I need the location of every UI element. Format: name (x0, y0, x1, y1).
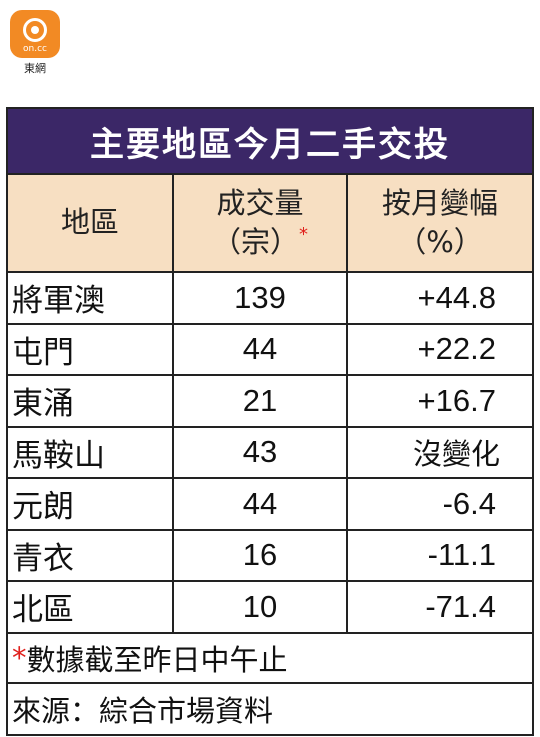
row-volume: 16 (174, 530, 348, 580)
logo-dot-icon (31, 26, 39, 34)
row-volume: 10 (174, 582, 348, 632)
header-volume-line1: 成交量 (216, 185, 304, 220)
footnote-text: 數據截至昨日中午止 (26, 642, 288, 677)
row-volume: 44 (174, 324, 348, 374)
logo-text: 東網 (24, 62, 46, 75)
logo-ring-icon (23, 18, 47, 42)
table-row: 屯門 44 +22.2 (8, 324, 532, 376)
transactions-table: 主要地區今月二手交投 地區 成交量 （宗）* 按月變幅 （%） 將軍澳 139 … (6, 107, 534, 736)
table-row: 將軍澳 139 +44.8 (8, 273, 532, 325)
row-area: 青衣 (8, 530, 174, 580)
table-row: 青衣 16 -11.1 (8, 530, 532, 582)
table-row: 元朗 44 -6.4 (8, 479, 532, 531)
header-volume: 成交量 （宗）* (174, 175, 348, 271)
footnote-asterisk: * (12, 640, 27, 675)
table-row: 東涌 21 +16.7 (8, 376, 532, 428)
row-volume: 21 (174, 376, 348, 426)
header-area-label: 地區 (60, 205, 119, 240)
header-volume-line2-wrap: （宗）* (212, 223, 308, 262)
row-change: +16.7 (417, 382, 496, 418)
header-area: 地區 (8, 175, 174, 271)
row-change: -71.4 (425, 588, 496, 624)
row-area: 將軍澳 (8, 273, 174, 323)
table-footnote: * 數據截至昨日中午止 (8, 634, 532, 684)
row-volume: 44 (174, 479, 348, 529)
header-volume-line2: （宗） (211, 225, 299, 259)
logo-badge: on.cc (10, 10, 60, 58)
row-volume: 43 (174, 427, 348, 477)
table-header: 地區 成交量 （宗）* 按月變幅 （%） (8, 175, 532, 273)
header-change: 按月變幅 （%） (348, 175, 532, 271)
table-row: 北區 10 -71.4 (8, 582, 532, 634)
table-title: 主要地區今月二手交投 (8, 109, 532, 175)
row-area: 屯門 (8, 324, 174, 374)
table-source: 來源：綜合市場資料 (12, 693, 274, 728)
oncc-logo: on.cc 東網 (10, 10, 62, 75)
header-change-line1: 按月變幅 (381, 185, 498, 220)
row-area: 馬鞍山 (8, 427, 174, 477)
row-change: -6.4 (442, 485, 496, 521)
header-change-line2: （%） (397, 225, 483, 259)
row-area: 元朗 (8, 479, 174, 529)
row-area: 北區 (8, 582, 174, 632)
row-change: +22.2 (417, 331, 496, 367)
row-change: +44.8 (417, 279, 496, 315)
logo-sub-text: on.cc (23, 44, 47, 54)
row-area: 東涌 (8, 376, 174, 426)
row-volume: 139 (174, 273, 348, 323)
row-change: 沒變化 (412, 437, 500, 472)
row-change: -11.1 (427, 537, 496, 573)
header-volume-asterisk: * (299, 224, 308, 245)
table-row: 馬鞍山 43 沒變化 (8, 427, 532, 479)
